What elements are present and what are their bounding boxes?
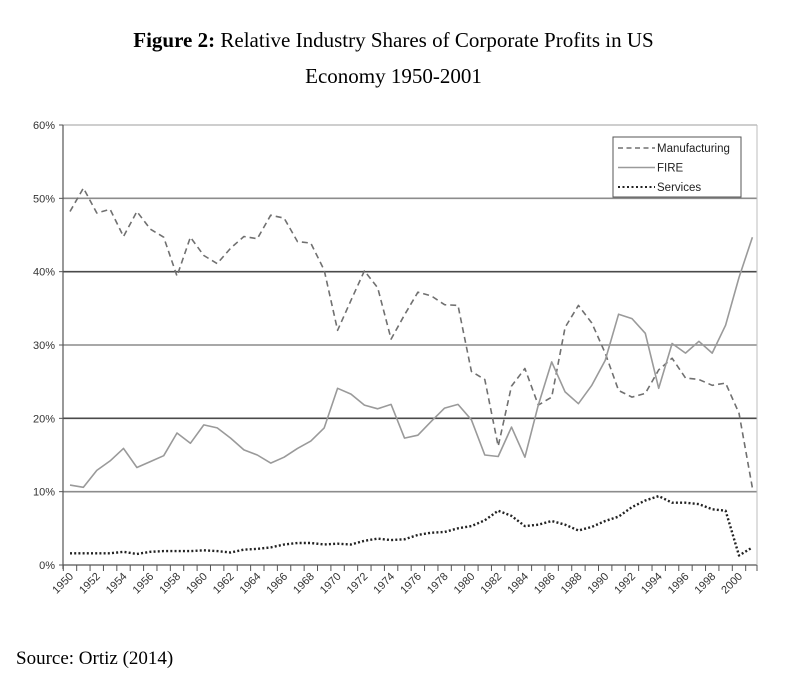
x-tick-label: 1974: [371, 571, 397, 597]
series-line-fire: [69, 236, 754, 489]
x-tick-label: 1962: [211, 571, 237, 597]
x-tick-label: 1996: [666, 571, 692, 597]
x-axis-ticks: 1950 1952 1954 1956 1958 1960 1962 1964 1966 1968…: [50, 565, 758, 597]
y-axis-ticks: 0% 10% 20% 30% 40% 50% 60%: [33, 120, 63, 572]
x-tick-label: 1976: [398, 571, 424, 597]
x-tick-label: 1966: [264, 571, 290, 597]
x-tick-label: 1988: [559, 571, 585, 597]
y-tick-label: 40%: [33, 267, 55, 279]
x-tick-label: 1958: [157, 571, 183, 597]
x-tick-label: 1980: [452, 571, 478, 597]
source-caption: Source: Ortiz (2014): [16, 648, 174, 669]
x-tick-label: 1990: [586, 571, 612, 597]
series-line-services: [70, 494, 754, 557]
figure-label: Figure 2:: [133, 28, 216, 52]
x-tick-label: 1960: [184, 571, 210, 597]
x-tick-label: 1956: [131, 571, 157, 597]
y-tick-label: 50%: [33, 193, 55, 205]
x-tick-label: 1992: [612, 571, 638, 597]
x-tick-label: 1954: [104, 571, 130, 597]
y-tick-label: 10%: [33, 487, 55, 499]
y-tick-label: 20%: [33, 413, 55, 425]
x-tick-label: 1982: [478, 571, 504, 597]
x-tick-label: 1984: [505, 571, 531, 597]
legend-label-manufacturing: Manufacturing: [657, 143, 730, 155]
y-tick-label: 30%: [33, 340, 55, 352]
y-tick-label: 60%: [33, 120, 55, 132]
line-chart: 0% 10% 20% 30% 40% 50% 60% 1950 1952 1954 1956 195…: [33, 120, 758, 597]
series-lines: [69, 187, 754, 557]
x-tick-label: 1998: [693, 571, 719, 597]
series-line-manufacturing: [69, 187, 754, 489]
x-tick-label: 1952: [77, 571, 103, 597]
legend: Manufacturing FIRE Services: [612, 136, 742, 198]
x-tick-label: 1972: [345, 571, 371, 597]
figure-title-line2: Economy 1950-2001: [305, 64, 482, 88]
x-tick-label: 1950: [50, 571, 76, 597]
x-tick-label: 1994: [639, 571, 665, 597]
x-tick-label: 1968: [291, 571, 317, 597]
gridlines: [63, 124, 757, 493]
x-tick-label: 2000: [719, 571, 745, 597]
x-tick-label: 1970: [318, 571, 344, 597]
x-tick-label: 1964: [238, 571, 264, 597]
axes: [62, 125, 758, 569]
x-tick-label: 1986: [532, 571, 558, 597]
legend-label-fire: FIRE: [657, 163, 684, 175]
x-tick-label: 1978: [425, 571, 451, 597]
legend-label-services: Services: [657, 182, 701, 194]
figure-title-line1: Figure 2: Relative Industry Shares of Co…: [0, 28, 787, 53]
figure-title-text: Relative Industry Shares of Corporate Pr…: [215, 28, 654, 52]
y-tick-label: 0%: [39, 560, 55, 572]
